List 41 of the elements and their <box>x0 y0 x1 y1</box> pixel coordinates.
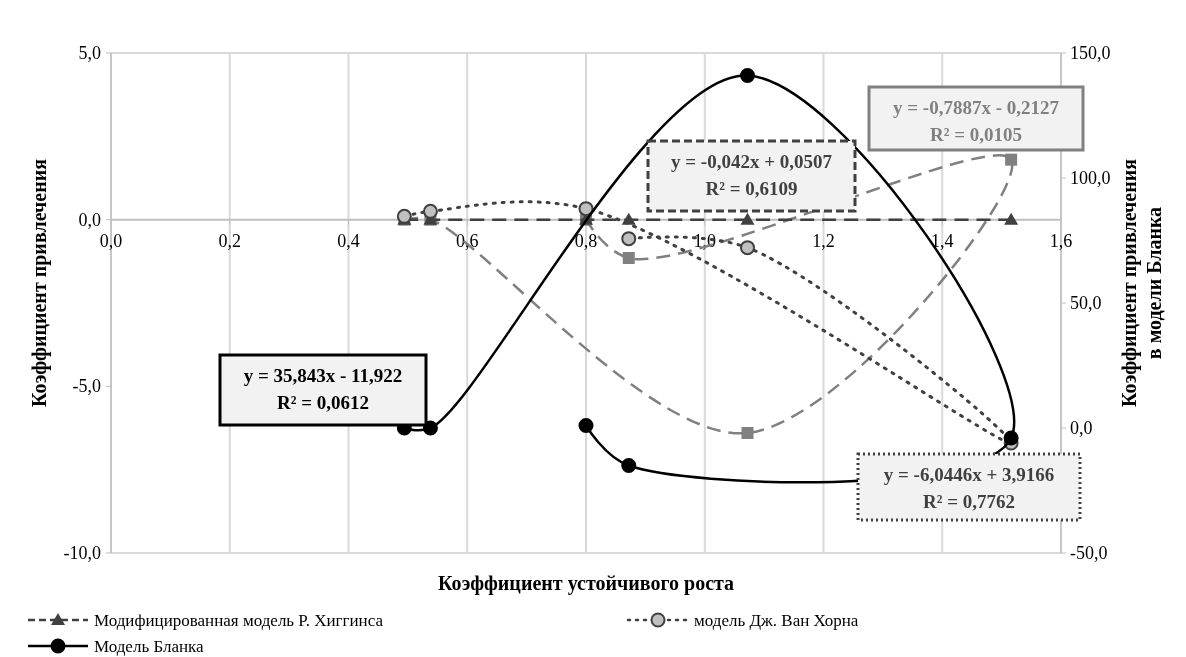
y-tick-label: 0,0 <box>78 209 101 230</box>
y2-tick-label: 100,0 <box>1070 168 1111 188</box>
point <box>1003 430 1019 446</box>
x-tick-label: 1,6 <box>1049 230 1073 251</box>
y-tick-label: -5,0 <box>72 376 101 397</box>
x-tick-label: 1,4 <box>931 230 954 251</box>
y-tick-label: -10,0 <box>63 543 101 563</box>
y2-tick-label: 0,0 <box>1070 418 1093 438</box>
point <box>621 458 637 473</box>
y-tick-label: 5,0 <box>78 43 101 63</box>
x-tick-label: 0,2 <box>218 230 241 251</box>
point <box>422 203 438 219</box>
x-tick-label: 0,4 <box>337 230 360 251</box>
point <box>1005 153 1018 166</box>
x-axis-title: Коэффициент устойчивого роста <box>437 572 735 595</box>
point <box>578 418 594 433</box>
y2-tick-label: 150,0 <box>1070 43 1111 63</box>
point <box>396 208 412 224</box>
y2-axis-title: Коэффициент привлечения в модели Бланка <box>1118 158 1165 408</box>
annotation: y = -0,7887x - 0,2127 R² = 0,0105 <box>893 97 1060 145</box>
legend-label: модель Дж. Ван Хорна <box>694 611 859 630</box>
y-axis-title: Коэффициент привлечения <box>28 158 51 408</box>
x-tick-label: 0,6 <box>456 230 479 251</box>
x-tick-label: 1,2 <box>812 230 835 251</box>
point <box>1004 212 1019 225</box>
point <box>622 252 635 264</box>
legend-label: Модифицированная модель Р. Хиггинса <box>94 611 384 630</box>
legend-label: Модель Бланка <box>94 637 205 656</box>
x-tick-label: 0,0 <box>99 230 123 251</box>
y2-tick-label: -50,0 <box>1070 543 1108 563</box>
annotation: y = -6,0446x + 3,9166 R² = 0,7762 <box>883 464 1055 512</box>
point <box>741 427 754 439</box>
point <box>740 212 755 225</box>
point <box>578 201 594 217</box>
x-tick-label: 0,8 <box>574 230 598 251</box>
point <box>740 240 755 256</box>
point <box>621 231 637 247</box>
y2-tick-label: 50,0 <box>1070 293 1102 313</box>
annotation: y = -0,042x + 0,0507 R² = 0,6109 <box>671 151 833 199</box>
point <box>740 68 755 83</box>
annotation: y = 35,843x - 11,922 R² = 0,0612 <box>243 365 403 413</box>
